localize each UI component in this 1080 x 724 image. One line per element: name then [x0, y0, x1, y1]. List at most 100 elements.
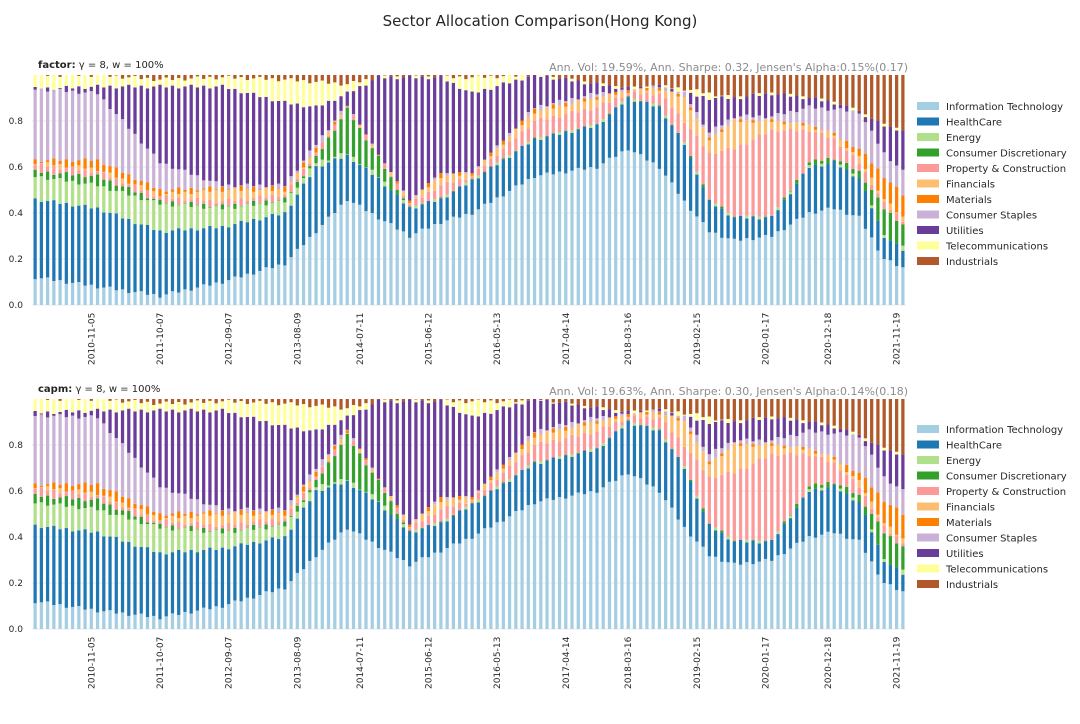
bar-segment — [83, 75, 86, 89]
bar-segment — [864, 75, 867, 114]
bar-segment — [670, 450, 673, 508]
bar-segment — [677, 418, 680, 421]
bar-segment — [639, 412, 642, 418]
bar-segment — [246, 508, 249, 513]
bar-segment — [708, 200, 711, 233]
bar-segment — [876, 221, 879, 251]
bar-segment — [458, 400, 461, 412]
bar-segment — [801, 109, 804, 123]
bar-segment — [308, 561, 311, 629]
bar-segment — [152, 154, 155, 188]
bar-segment — [714, 233, 717, 305]
bar-segment — [327, 130, 330, 131]
bar-segment — [202, 204, 205, 209]
bar-segment — [127, 196, 130, 219]
bar-segment — [858, 438, 861, 473]
bar-segment — [570, 104, 573, 111]
bar-segment — [377, 479, 380, 480]
bar-segment — [701, 93, 704, 96]
bar-segment — [90, 183, 93, 209]
bar-segment — [789, 97, 792, 111]
bar-segment — [358, 165, 361, 205]
bar-segment — [277, 189, 280, 197]
bar-segment — [58, 412, 61, 414]
bar-segment — [233, 403, 236, 413]
bar-segment — [421, 229, 424, 305]
bar-segment — [289, 257, 292, 305]
bar-segment — [333, 406, 336, 424]
ytick-label: 0.8 — [9, 441, 24, 451]
bar-segment — [520, 449, 523, 455]
bar-segment — [820, 399, 823, 422]
bar-segment — [296, 573, 299, 629]
bar-segment — [608, 399, 611, 409]
bar-segment — [645, 161, 648, 305]
bar-segment — [439, 497, 442, 502]
bar-segment — [127, 542, 130, 616]
ytick-label: 0.6 — [9, 487, 24, 497]
bar-segment — [127, 453, 130, 498]
bar-segment — [845, 429, 848, 435]
bar-segment — [439, 224, 442, 305]
bar-segment — [77, 400, 80, 410]
bar-segment — [83, 493, 86, 501]
bar-segment — [296, 81, 299, 103]
bar-segment — [758, 121, 761, 134]
xtick-label: 2016-05-13 — [493, 313, 503, 365]
bar-segment — [108, 502, 111, 505]
bar-segment — [489, 75, 492, 76]
bar-segment — [645, 75, 648, 87]
bar-segment — [808, 75, 811, 98]
bar-segment — [283, 425, 286, 511]
bar-segment — [183, 204, 186, 231]
bar-segment — [115, 614, 118, 629]
bar-segment — [708, 416, 711, 423]
bar-segment — [552, 104, 555, 108]
bar-segment — [183, 190, 186, 192]
panel-title-rest: γ = 8, w = 100% — [72, 384, 160, 395]
bar-segment — [77, 419, 80, 485]
bar-segment — [570, 111, 573, 130]
bar-segment — [495, 410, 498, 469]
bar-segment — [158, 189, 161, 196]
bar-segment — [233, 201, 236, 204]
bar-segment — [783, 521, 786, 523]
xtick-label: 2014-07-11 — [356, 313, 366, 365]
bar-segment — [658, 91, 661, 94]
bar-segment — [108, 180, 111, 191]
bar-segment — [595, 169, 598, 305]
bar-segment — [140, 403, 143, 409]
xtick-label: 2013-08-09 — [293, 636, 303, 689]
bar-segment — [177, 529, 180, 550]
bar-segment — [889, 210, 892, 213]
legend-swatch — [917, 472, 939, 480]
bar-segment — [458, 89, 461, 172]
bar-segment — [227, 199, 230, 206]
bar-segment — [165, 527, 168, 554]
bar-segment — [733, 442, 736, 443]
bar-segment — [421, 529, 424, 558]
bar-segment — [627, 417, 630, 420]
bar-segment — [289, 75, 292, 78]
bar-segment — [764, 443, 767, 458]
bar-segment — [633, 415, 636, 416]
bar-segment — [215, 189, 218, 190]
bar-segment — [820, 130, 823, 133]
bar-segment — [246, 80, 249, 93]
bar-segment — [483, 89, 486, 160]
bar-segment — [789, 191, 792, 194]
bar-segment — [439, 521, 442, 522]
bar-segment — [751, 441, 754, 444]
bar-segment — [883, 399, 886, 448]
bar-segment — [383, 510, 386, 550]
bar-segment — [489, 203, 492, 305]
bar-segment — [770, 419, 773, 440]
bar-segment — [34, 489, 37, 494]
bar-segment — [689, 434, 692, 453]
bar-segment — [115, 399, 118, 412]
bar-segment — [196, 611, 199, 629]
bar-segment — [664, 98, 667, 115]
bar-segment — [901, 267, 904, 305]
bar-segment — [839, 491, 842, 533]
bar-segment — [264, 540, 267, 591]
